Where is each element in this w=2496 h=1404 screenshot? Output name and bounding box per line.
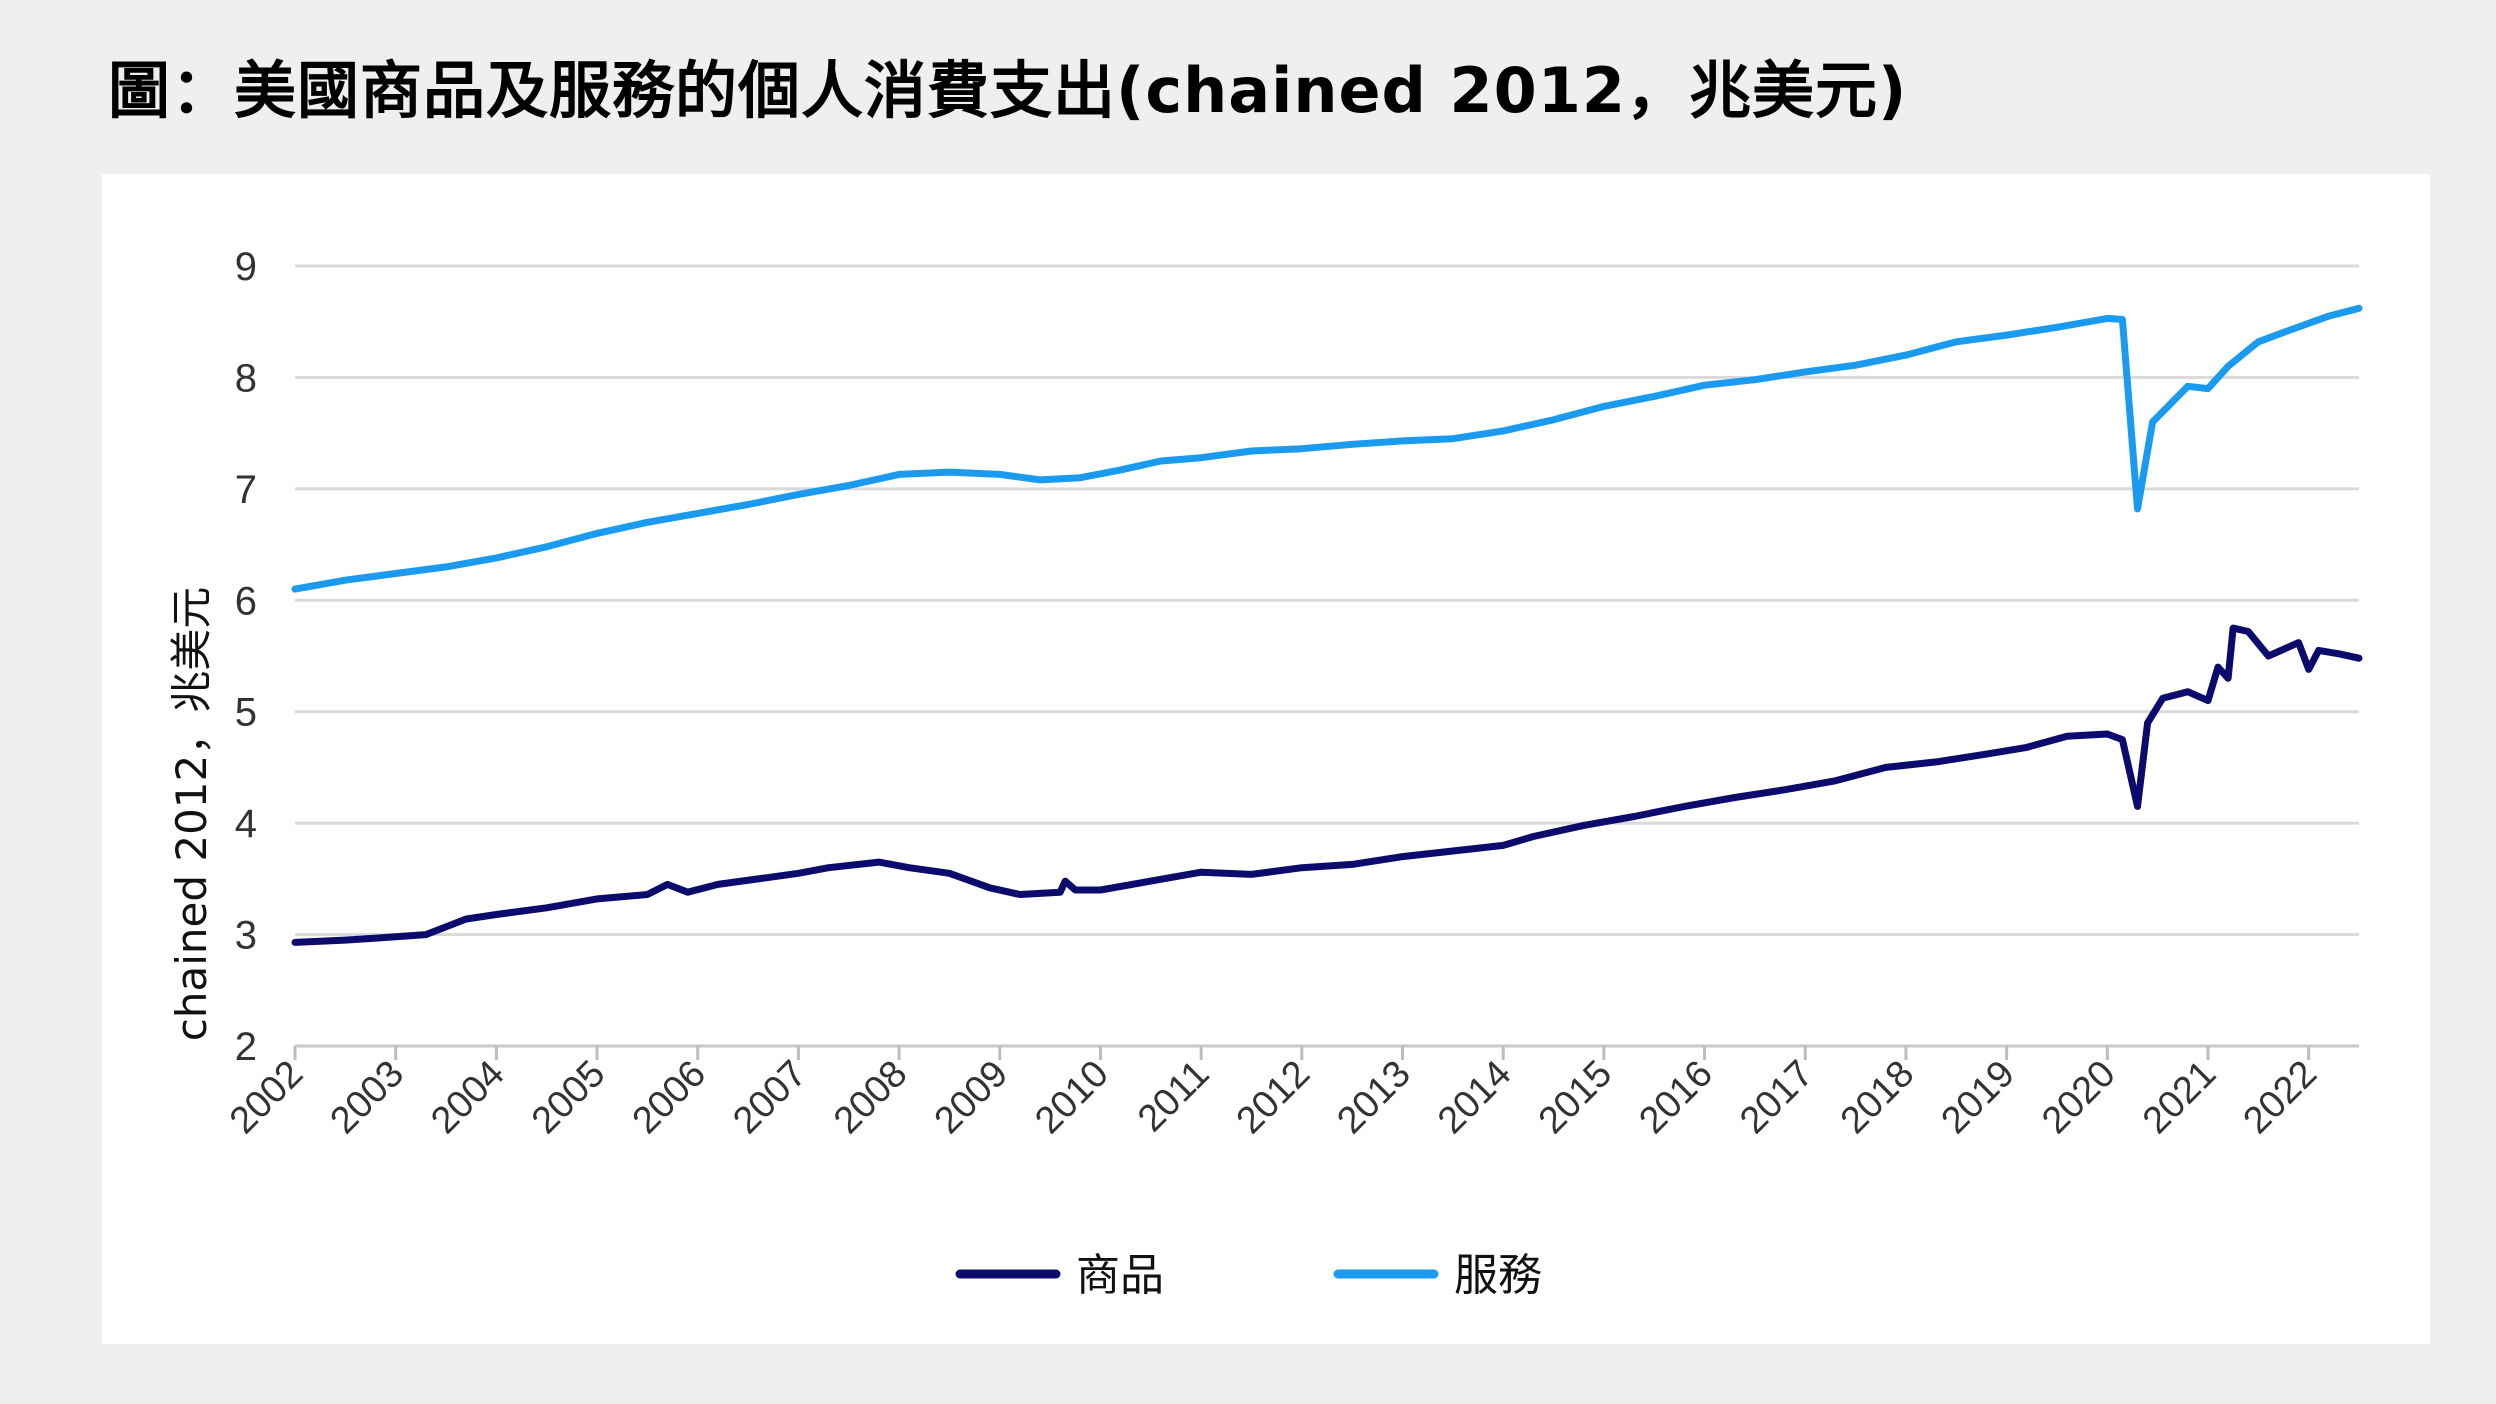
x-tick-label: 2013	[1329, 1053, 1418, 1142]
x-tick-label: 2015	[1531, 1053, 1620, 1142]
x-tick-label: 2006	[625, 1053, 714, 1142]
x-tick-label: 2018	[1833, 1053, 1922, 1142]
x-tick-label: 2003	[323, 1053, 412, 1142]
x-tick-label: 2004	[423, 1053, 512, 1142]
y-axis-title: chained 2012，兆美元	[167, 587, 216, 1041]
chart-panel: 2 3 4 5 6 7 8 9 2002 2003 2004 2005 2006 2007 2008 2009…	[102, 174, 2430, 1344]
y-tick-label: 4	[235, 802, 257, 846]
grid-layer	[295, 264, 2359, 1048]
y-tick-label: 5	[235, 691, 257, 735]
y-tick-label: 9	[235, 245, 257, 289]
legend-label-goods: 商品	[1076, 1250, 1164, 1301]
y-tick-label: 2	[235, 1025, 257, 1069]
page-title: 圖：美國商品及服務的個人消費支出(chained 2012，兆美元)	[108, 54, 1908, 127]
legend: 商品 服務	[955, 1250, 1542, 1301]
x-tick-label: 2022	[2236, 1053, 2325, 1142]
y-tick-label: 7	[235, 468, 257, 512]
x-tick-label: 2010	[1027, 1053, 1116, 1142]
x-tick-label: 2014	[1430, 1053, 1519, 1142]
series-line-services	[291, 304, 2363, 593]
x-tick-label: 2016	[1631, 1053, 1720, 1142]
x-tick-label: 2005	[524, 1053, 613, 1142]
y-tick-label: 8	[235, 356, 257, 400]
x-tick-label: 2011	[1130, 1053, 1217, 1140]
x-tick-label: 2019	[1933, 1053, 2022, 1142]
x-tick-label: 2017	[1732, 1053, 1821, 1142]
y-tick-label: 6	[235, 579, 257, 623]
x-tick-label: 2021	[2135, 1053, 2224, 1142]
x-tick-label: 2012	[1229, 1053, 1318, 1142]
x-tick-label: 2009	[927, 1053, 1016, 1142]
series-line-goods	[291, 624, 2363, 946]
series-layer	[291, 304, 2363, 946]
y-tick-label: 3	[235, 914, 257, 958]
legend-label-services: 服務	[1454, 1250, 1542, 1301]
x-tick-label: 2007	[725, 1053, 814, 1142]
x-tick-label: 2020	[2034, 1053, 2123, 1142]
x-tick-label: 2008	[826, 1053, 915, 1142]
